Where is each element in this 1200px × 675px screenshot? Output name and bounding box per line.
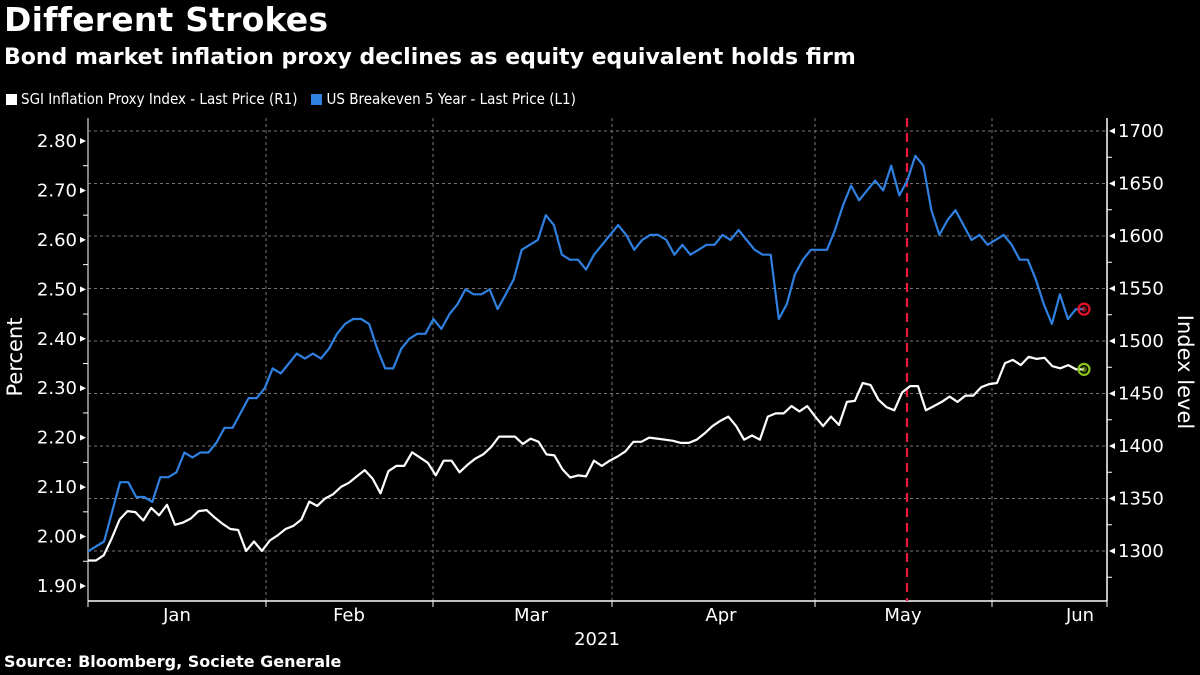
tick-labels: 2.80 2.70 2.60 2.50 2.40 2.30 2.20 2.10 2.00 1.90… <box>37 121 1164 626</box>
y-right-tick-label: 1650 <box>1118 174 1164 195</box>
y-left-tick <box>80 286 86 293</box>
y-left-tick <box>80 138 86 144</box>
axes <box>80 118 1115 607</box>
y-right-tick <box>1109 390 1115 397</box>
sgi-end-marker <box>1077 362 1091 376</box>
y-left-tick-label: 2.50 <box>37 279 77 300</box>
y-right-tick-label: 1450 <box>1118 384 1164 405</box>
series-line-breakeven <box>87 154 1084 553</box>
x-axis-title: 2021 <box>574 629 620 650</box>
legend-swatch-breakeven <box>311 93 323 105</box>
y-right-tick-label: 1500 <box>1118 331 1164 352</box>
legend-label-sgi: SGI Inflation Proxy Index - Last Price (… <box>21 90 298 108</box>
y-left-tick <box>80 335 86 342</box>
y-left-tick-label: 2.30 <box>37 378 77 399</box>
x-tick-label: Feb <box>333 605 365 626</box>
y-left-tick <box>80 583 86 589</box>
chart-subtitle: Bond market inflation proxy declines as … <box>4 45 856 70</box>
series-line-sgi <box>88 355 1084 562</box>
legend-swatch-sgi <box>6 93 17 105</box>
legend-label-breakeven: US Breakeven 5 Year - Last Price (L1) <box>326 90 576 108</box>
x-tick-label: Mar <box>514 605 549 626</box>
x-tick-label: May <box>884 605 922 626</box>
y-left-tick <box>80 533 86 540</box>
sgi-end-marker-fill <box>1081 366 1087 373</box>
chart-title: Different Strokes <box>4 0 329 39</box>
legend-item-breakeven: US Breakeven 5 Year - Last Price (L1) <box>311 90 576 108</box>
y-right-tick-label: 1400 <box>1118 436 1164 457</box>
y-right-tick-label: 1700 <box>1118 121 1164 142</box>
y-right-tick-label: 1600 <box>1118 226 1164 247</box>
legend-item-sgi: SGI Inflation Proxy Index - Last Price (… <box>6 90 297 108</box>
x-tick-label: Jan <box>162 605 191 626</box>
series-lines <box>87 154 1091 562</box>
y-right-tick <box>1109 443 1115 449</box>
source-note: Source: Bloomberg, Societe Generale <box>4 652 342 671</box>
y-right-tick <box>1109 495 1115 502</box>
y-left-tick <box>80 484 86 491</box>
y-left-tick-label: 1.90 <box>37 576 77 597</box>
y-left-tick-label: 2.80 <box>37 131 77 152</box>
y-left-tick-label: 2.60 <box>37 230 77 251</box>
y-left-tick-label: 2.40 <box>37 329 77 350</box>
y-right-tick <box>1109 285 1115 292</box>
y-right-tick <box>1109 548 1115 554</box>
breakeven-end-marker <box>1077 302 1091 316</box>
y-axis-right-title: Index level <box>1173 315 1197 429</box>
y-axis-left-title: Percent <box>3 317 27 396</box>
y-left-tick <box>80 187 86 194</box>
y-left-tick <box>80 434 86 441</box>
x-tick-label: Jun <box>1065 605 1094 626</box>
y-right-tick <box>1109 128 1115 134</box>
y-left-tick-label: 2.20 <box>37 428 77 449</box>
legend: SGI Inflation Proxy Index - Last Price (… <box>6 90 576 108</box>
y-left-tick <box>80 236 86 243</box>
y-right-tick-label: 1550 <box>1118 279 1164 300</box>
y-right-tick-label: 1350 <box>1118 489 1164 510</box>
y-right-tick <box>1109 338 1115 344</box>
gridlines <box>88 118 1107 601</box>
y-left-tick-label: 2.70 <box>37 180 77 201</box>
x-tick-label: Apr <box>705 605 737 626</box>
y-right-tick-label: 1300 <box>1118 541 1164 562</box>
y-left-tick <box>80 385 86 392</box>
y-right-tick <box>1109 180 1115 187</box>
y-left-tick-label: 2.00 <box>37 527 77 548</box>
y-right-tick <box>1109 233 1115 239</box>
y-left-tick-label: 2.10 <box>37 477 77 498</box>
breakeven-end-marker-fill <box>1081 306 1087 313</box>
